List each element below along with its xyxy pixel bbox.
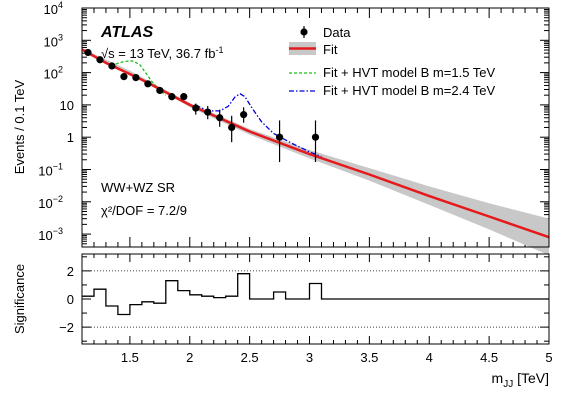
y-tick-label: 10 <box>60 98 74 113</box>
legend-data-label: Data <box>323 25 351 40</box>
y-tick-label: 10−3 <box>38 226 63 243</box>
x-tick-label: 5 <box>545 350 552 365</box>
x-tick-label: 1.5 <box>121 350 139 365</box>
atlas-label: ATLAS <box>100 24 153 41</box>
data-point <box>240 111 248 119</box>
y-axis-title-top: Events / 0.1 TeV <box>12 79 27 174</box>
data-point <box>228 123 236 132</box>
x-tick-label: 4.5 <box>480 350 498 365</box>
y-tick-label: 1 <box>67 130 74 145</box>
top-panel-frame <box>81 7 550 248</box>
data-point <box>168 93 176 101</box>
data-point <box>156 86 164 95</box>
bottom-panel-frame <box>81 253 550 345</box>
data-points <box>84 48 320 163</box>
legend-fit-label: Fit <box>323 42 338 57</box>
data-point <box>180 93 188 101</box>
data-point <box>144 80 152 88</box>
x-tick-label: 3 <box>306 350 313 365</box>
y-tick-label: 103 <box>44 32 63 49</box>
data-point <box>96 56 104 64</box>
data-point <box>108 62 116 70</box>
legend-data-marker <box>300 28 308 36</box>
data-point <box>132 73 140 82</box>
legend-hvt15-label: Fit + HVT model B m=1.5 TeV <box>323 65 496 80</box>
x-axis-title: mJJ [TeV] <box>492 370 549 390</box>
x-tick-label: 3.5 <box>360 350 378 365</box>
y-tick-label: 10−1 <box>38 161 63 178</box>
legend: Data Fit Fit + HVT model B m=1.5 TeV Fit… <box>289 25 496 98</box>
x-tick-label: 4 <box>426 350 433 365</box>
significance-step <box>81 273 549 316</box>
y-axis-title-bottom: Significance <box>12 264 27 334</box>
region-label: WW+WZ SR <box>101 180 175 195</box>
x-tick-label: 2.5 <box>241 350 259 365</box>
significance-histogram: 1.5 2 2.5 3 3.5 4 4.5 5 −2 0 2 <box>59 254 553 365</box>
x-tick-label: 2 <box>186 350 193 365</box>
hvt-2p4-curve <box>195 93 322 158</box>
y-tick-label: 104 <box>44 0 63 17</box>
data-point <box>84 48 92 57</box>
energy-lumi-label: √s = 13 TeV, 36.7 fb-1 <box>101 45 224 61</box>
significance-y-tick-label: 0 <box>67 292 74 307</box>
chi2-label: χ²/DOF = 7.2/9 <box>101 203 187 218</box>
lumi-superscript: -1 <box>215 45 223 55</box>
data-point <box>216 114 224 122</box>
data-point <box>120 73 128 81</box>
data-point <box>192 104 200 112</box>
data-point <box>311 133 320 141</box>
y-tick-label: 10−2 <box>38 194 63 211</box>
y-tick-label: 102 <box>44 65 63 82</box>
data-point <box>275 133 284 141</box>
legend-hvt24-label: Fit + HVT model B m=2.4 TeV <box>323 83 496 98</box>
data-point <box>204 108 212 116</box>
significance-y-tick-label: −2 <box>59 320 74 335</box>
significance-y-tick-label: 2 <box>67 264 74 279</box>
